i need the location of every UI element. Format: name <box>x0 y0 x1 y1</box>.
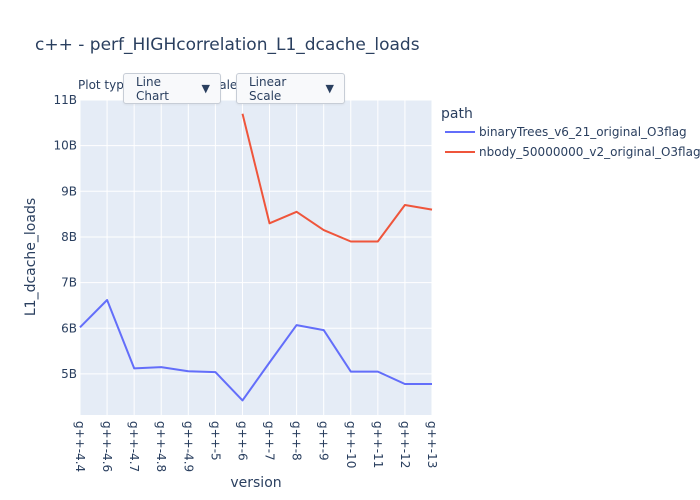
plot-type-dropdown[interactable]: Line Chart ▼ <box>123 73 221 104</box>
series-line-0 <box>79 299 432 402</box>
legend-label-1: nbody_50000000_v2_original_O3flag <box>479 145 700 159</box>
x-tick-label: g++-5 <box>208 421 222 461</box>
legend: path binaryTrees_v6_21_original_O3flag n… <box>441 106 700 159</box>
y-tick-label: 7B <box>61 276 77 290</box>
x-tick-label: g++-12 <box>398 421 412 468</box>
x-tick-label: g++-13 <box>425 421 439 468</box>
series-line-1 <box>241 113 433 243</box>
x-tick-label: g++-4.4 <box>73 421 87 472</box>
plot-type-value: Line Chart <box>136 74 169 103</box>
legend-label-0: binaryTrees_v6_21_original_O3flag <box>479 125 687 139</box>
series-layer <box>79 113 433 402</box>
chart-title: c++ - perf_HIGHcorrelation_L1_dcache_loa… <box>35 35 420 55</box>
legend-item-0[interactable]: binaryTrees_v6_21_original_O3flag <box>445 125 687 139</box>
y-tick-label: 10B <box>53 139 77 153</box>
y-tick-labels: 5B 6B 7B 8B 9B 10B 11B <box>53 93 77 381</box>
scale-value: Linear Scale <box>249 74 287 103</box>
x-tick-label: g++-4.7 <box>127 421 141 472</box>
dropdown-arrow-icon: ▼ <box>201 82 210 95</box>
x-tick-labels: g++-4.4 g++-4.6 g++-4.7 g++-4.8 g++-4.9 g++-5… <box>73 421 439 472</box>
x-tick-label: g++-4.8 <box>154 421 168 472</box>
plot-background <box>80 100 432 415</box>
y-tick-label: 8B <box>61 230 77 244</box>
x-axis-title: version <box>230 475 281 491</box>
legend-title: path <box>441 106 473 122</box>
x-tick-label: g++-8 <box>290 421 304 461</box>
x-grid <box>79 100 433 415</box>
y-tick-label: 5B <box>61 367 77 381</box>
y-tick-label: 11B <box>53 93 77 107</box>
x-tick-label: g++-10 <box>344 421 358 468</box>
dropdown-arrow-icon: ▼ <box>325 82 334 95</box>
x-tick-label: g++-4.9 <box>181 421 195 472</box>
x-tick-label: g++-11 <box>371 421 385 468</box>
legend-item-1[interactable]: nbody_50000000_v2_original_O3flag <box>445 145 700 159</box>
y-axis-title: L1_dcache_loads <box>23 198 39 316</box>
x-tick-label: g++-6 <box>235 421 249 461</box>
x-tick-label: g++-4.6 <box>100 421 114 472</box>
x-tick-label: g++-9 <box>317 421 331 461</box>
plot-type-label: Plot type <box>78 78 132 92</box>
x-tick-label: g++-7 <box>263 421 277 461</box>
y-tick-label: 6B <box>61 321 77 335</box>
y-tick-label: 9B <box>61 184 77 198</box>
scale-dropdown[interactable]: Linear Scale ▼ <box>236 73 345 104</box>
